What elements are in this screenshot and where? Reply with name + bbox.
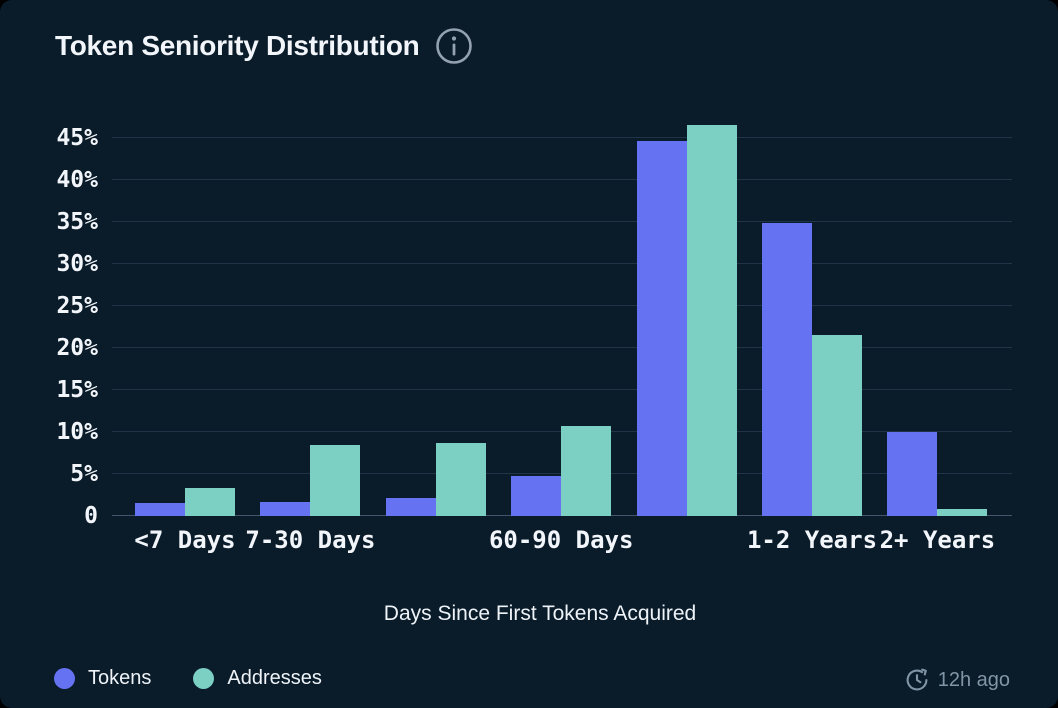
gridline-25 xyxy=(112,305,1012,306)
legend-item-tokens[interactable]: Tokens xyxy=(54,667,151,690)
y-tick-label-35: 35% xyxy=(56,209,98,235)
gridline-45 xyxy=(112,137,1012,138)
addresses-swatch xyxy=(193,668,215,689)
bar-tokens-group6[interactable] xyxy=(762,222,812,516)
y-tick-label-0: 0 xyxy=(84,503,98,529)
x-axis-title: Days Since First Tokens Acquired xyxy=(383,602,697,625)
gridline-30 xyxy=(112,263,1012,264)
card-header: Token Seniority Distribution xyxy=(55,26,474,66)
legend-item-addresses[interactable]: Addresses xyxy=(193,667,322,690)
x-tick-label-group4: 60-90 Days xyxy=(488,526,634,554)
info-icon[interactable] xyxy=(434,26,474,66)
gridline-40 xyxy=(112,179,1012,180)
bar-tokens-group4[interactable] xyxy=(511,475,562,516)
legend: Tokens Addresses xyxy=(54,667,322,690)
bar-addresses-group5[interactable] xyxy=(686,125,737,516)
bar-addresses-group3[interactable] xyxy=(435,442,486,516)
y-tick-label-5: 5% xyxy=(70,461,98,487)
gridline-20 xyxy=(112,347,1012,348)
y-tick-label-30: 30% xyxy=(56,251,98,277)
last-updated: 12h ago xyxy=(905,668,1010,692)
clock-history-icon xyxy=(905,668,929,692)
y-tick-label-15: 15% xyxy=(56,377,98,403)
y-tick-label-45: 45% xyxy=(56,125,98,151)
x-tick-label-group7: 2+ Years xyxy=(879,526,996,554)
x-tick-label-group2: 7-30 Days xyxy=(245,526,376,554)
y-tick-label-20: 20% xyxy=(56,335,98,361)
bar-addresses-group4[interactable] xyxy=(561,426,612,516)
bar-addresses-group1[interactable] xyxy=(185,488,235,516)
plot-area: 0 5% 10% 15% 20% 25% 30% 35% 40% 45% <7 Days 7-30 D… xyxy=(56,86,1012,554)
gridline-35 xyxy=(112,221,1012,222)
x-tick-label-group6: 1-2 Years xyxy=(746,526,878,554)
bar-addresses-group2[interactable] xyxy=(310,444,361,516)
bar-addresses-group7[interactable] xyxy=(937,509,988,516)
bar-addresses-group6[interactable] xyxy=(812,335,862,516)
bar-tokens-group7[interactable] xyxy=(887,432,938,516)
y-tick-label-25: 25% xyxy=(56,293,98,319)
y-tick-label-40: 40% xyxy=(56,167,98,193)
bar-tokens-group2[interactable] xyxy=(260,501,311,516)
chart-title: Token Seniority Distribution xyxy=(55,30,420,61)
bar-tokens-group1[interactable] xyxy=(135,503,185,516)
legend-label-tokens: Tokens xyxy=(88,667,152,689)
x-tick-label-group1: <7 Days xyxy=(134,526,236,554)
gridline-15 xyxy=(112,389,1012,390)
tokens-swatch xyxy=(54,668,75,689)
bar-tokens-group3[interactable] xyxy=(385,497,436,516)
bar-tokens-group5[interactable] xyxy=(636,141,687,516)
y-tick-label-10: 10% xyxy=(56,419,98,445)
last-updated-text: 12h ago xyxy=(937,668,1010,691)
legend-label-addresses: Addresses xyxy=(227,667,322,689)
